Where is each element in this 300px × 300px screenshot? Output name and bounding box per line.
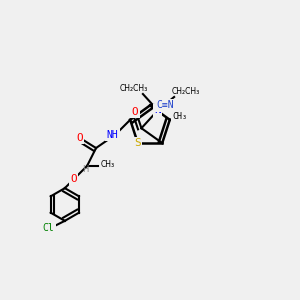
Text: C≡N: C≡N bbox=[156, 100, 174, 110]
Text: NH: NH bbox=[106, 130, 118, 140]
Text: O: O bbox=[70, 174, 77, 184]
Text: H: H bbox=[82, 165, 89, 174]
Text: O: O bbox=[76, 133, 83, 142]
Text: CH₃: CH₃ bbox=[100, 160, 115, 169]
Text: CH₂CH₃: CH₂CH₃ bbox=[120, 84, 148, 93]
Text: CH₃: CH₃ bbox=[173, 112, 188, 121]
Text: S: S bbox=[134, 138, 141, 148]
Text: O: O bbox=[131, 107, 138, 117]
Text: N: N bbox=[154, 105, 161, 116]
Text: Cl: Cl bbox=[43, 223, 54, 233]
Text: CH₂CH₃: CH₂CH₃ bbox=[172, 87, 200, 96]
